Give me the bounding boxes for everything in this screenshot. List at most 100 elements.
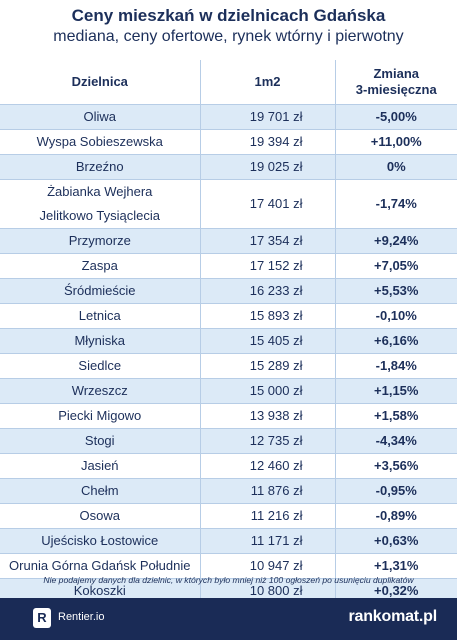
change-3-month: +7,05%	[334, 253, 457, 279]
district-name-line: Chełm	[80, 482, 119, 498]
table-row: Wyspa Sobieszewska 19 394 zł +11,00%	[0, 129, 457, 155]
district-name-line: Ujeścisko Łostowice	[41, 532, 159, 548]
table-row: Żabianka Wejhera Jelitkowo Tysiąclecia 17 …	[0, 179, 457, 229]
district-name: Siedlce	[0, 353, 200, 379]
price-per-m2: 19 394 zł	[199, 129, 335, 155]
table-body: Oliwa 19 701 zł -5,00% Wyspa Sobieszewska 19…	[0, 104, 457, 629]
change-3-month: 0%	[334, 154, 457, 180]
table-row: Osowa 11 216 zł -0,89%	[0, 503, 457, 529]
district-name-line: Młyniska	[74, 332, 126, 348]
district-name: Wyspa Sobieszewska	[0, 129, 200, 155]
change-3-month: -1,84%	[334, 353, 457, 379]
district-name: Letnica	[0, 303, 200, 329]
district-name-line: Zaspa	[81, 257, 118, 273]
price-per-m2: 15 289 zł	[199, 353, 335, 379]
district-name: Wrzeszcz	[0, 378, 200, 404]
price-per-m2: 19 701 zł	[199, 104, 335, 130]
district-name: Jasień	[0, 453, 200, 479]
district-name-line: Jelitkowo Tysiąclecia	[39, 207, 160, 223]
rentier-logo-icon: R	[33, 608, 51, 628]
rankomat-brand: rankomat.pl	[348, 608, 438, 625]
price-table: Dzielnica 1m2 Zmiana 3-miesięczna Oliwa 1…	[0, 60, 457, 629]
district-name: Śródmieście	[0, 278, 200, 304]
rentier-brand: Rentier.io	[58, 611, 105, 623]
price-per-m2: 15 000 zł	[199, 378, 335, 404]
change-3-month: +9,24%	[334, 228, 457, 254]
district-name-line: Brzeźno	[75, 158, 124, 174]
price-per-m2: 16 233 zł	[199, 278, 335, 304]
price-per-m2: 11 216 zł	[199, 503, 335, 529]
change-3-month: +1,31%	[334, 553, 457, 579]
change-3-month: -5,00%	[334, 104, 457, 130]
chart-subtitle: mediana, ceny ofertowe, rynek wtórny i p…	[53, 28, 404, 45]
district-name-line: Przymorze	[68, 232, 131, 248]
district-name-line: Wrzeszcz	[71, 382, 128, 398]
table-row: Jasień 12 460 zł +3,56%	[0, 453, 457, 479]
footnote: Nie podajemy danych dla dzielnic, w któr…	[43, 575, 414, 585]
district-name: Przymorze	[0, 228, 200, 254]
district-name: Młyniska	[0, 328, 200, 354]
district-name: Orunia Górna Gdańsk Południe	[0, 553, 200, 579]
price-per-m2: 12 460 zł	[199, 453, 335, 479]
price-per-m2: 17 401 zł	[199, 179, 335, 229]
district-name-line: Orunia Górna Gdańsk Południe	[9, 557, 191, 573]
price-per-m2: 11 876 zł	[199, 478, 335, 504]
column-header-price: 1m2	[199, 60, 335, 105]
column-header-change: Zmiana 3-miesięczna	[334, 60, 457, 105]
district-name-line: Jasień	[80, 457, 119, 473]
change-3-month: -0,10%	[334, 303, 457, 329]
district-name-line: Żabianka Wejhera	[47, 183, 153, 199]
district-name: Oliwa	[0, 104, 200, 130]
price-per-m2: 17 354 zł	[199, 228, 335, 254]
table-row: Przymorze 17 354 zł +9,24%	[0, 228, 457, 254]
table-row: Śródmieście 16 233 zł +5,53%	[0, 278, 457, 304]
change-3-month: +0,63%	[334, 528, 457, 554]
district-name-line: Wyspa Sobieszewska	[36, 133, 163, 149]
table-row: Brzeźno 19 025 zł 0%	[0, 154, 457, 180]
district-name: Chełm	[0, 478, 200, 504]
change-3-month: -0,95%	[334, 478, 457, 504]
change-3-month: -1,74%	[334, 179, 457, 229]
table-row: Chełm 11 876 zł -0,95%	[0, 478, 457, 504]
change-3-month: +11,00%	[334, 129, 457, 155]
change-3-month: +3,56%	[334, 453, 457, 479]
table-row: Orunia Górna Gdańsk Południe 10 947 zł +1,…	[0, 553, 457, 579]
district-name-line: Piecki Migowo	[58, 407, 142, 423]
district-name-line: Kokoszki	[73, 582, 126, 598]
district-name-line: Osowa	[79, 507, 120, 523]
table-row: Zaspa 17 152 zł +7,05%	[0, 253, 457, 279]
district-name: Brzeźno	[0, 154, 200, 180]
column-header-change-line-2: 3-miesięczna	[355, 81, 437, 97]
price-per-m2: 19 025 zł	[199, 154, 335, 180]
table-row: Siedlce 15 289 zł -1,84%	[0, 353, 457, 379]
table-row: Wrzeszcz 15 000 zł +1,15%	[0, 378, 457, 404]
district-name-line: Śródmieście	[63, 282, 136, 298]
table-row: Piecki Migowo 13 938 zł +1,58%	[0, 403, 457, 429]
price-per-m2: 12 735 zł	[199, 428, 335, 454]
change-3-month: +1,58%	[334, 403, 457, 429]
table-header-row: Dzielnica 1m2 Zmiana 3-miesięczna	[0, 60, 457, 105]
table-row: Młyniska 15 405 zł +6,16%	[0, 328, 457, 354]
district-name: Stogi	[0, 428, 200, 454]
table-row: Letnica 15 893 zł -0,10%	[0, 303, 457, 329]
table-row: Oliwa 19 701 zł -5,00%	[0, 104, 457, 130]
price-per-m2: 15 893 zł	[199, 303, 335, 329]
change-3-month: +6,16%	[334, 328, 457, 354]
district-name-line: Stogi	[84, 432, 115, 448]
change-3-month: +5,53%	[334, 278, 457, 304]
price-per-m2: 11 171 zł	[199, 528, 335, 554]
chart-title: Ceny mieszkań w dzielnicach Gdańska	[71, 6, 386, 25]
district-name: Zaspa	[0, 253, 200, 279]
change-3-month: +1,15%	[334, 378, 457, 404]
district-name-line: Oliwa	[83, 108, 116, 124]
price-per-m2: 13 938 zł	[199, 403, 335, 429]
district-name: Osowa	[0, 503, 200, 529]
price-per-m2: 15 405 zł	[199, 328, 335, 354]
table-row: Stogi 12 735 zł -4,34%	[0, 428, 457, 454]
district-name: Ujeścisko Łostowice	[0, 528, 200, 554]
price-per-m2: 10 947 zł	[199, 553, 335, 579]
district-name-line: Siedlce	[78, 357, 122, 373]
district-name: Żabianka Wejhera Jelitkowo Tysiąclecia	[0, 179, 200, 229]
column-header-district: Dzielnica	[0, 60, 200, 105]
footer-bar: R Rentier.io rankomat.pl	[0, 598, 457, 640]
